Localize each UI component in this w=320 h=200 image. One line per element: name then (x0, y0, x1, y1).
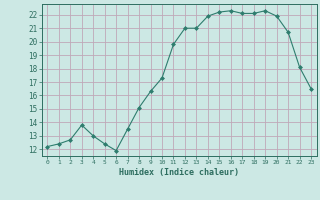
X-axis label: Humidex (Indice chaleur): Humidex (Indice chaleur) (119, 168, 239, 177)
